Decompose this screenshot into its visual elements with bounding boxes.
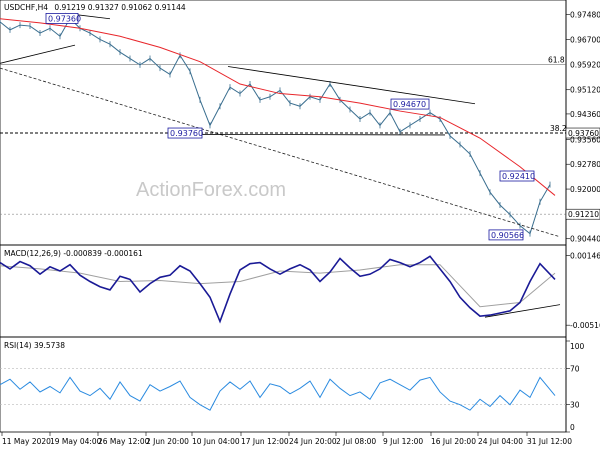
price-tick-label: 0.93560 — [570, 135, 600, 144]
x-tick-label: 26 May 12:00 — [98, 437, 150, 446]
ohlc-values: 0.91219 0.91327 0.91062 0.91144 — [54, 3, 185, 12]
current-price-box — [565, 208, 600, 220]
x-tick-label: 17 Jun 12:00 — [241, 437, 289, 446]
price-tick-label: 0.90440 — [570, 235, 600, 244]
x-tick-label: 2 Jul 08:00 — [336, 437, 376, 446]
macd-divergence-line — [484, 304, 561, 318]
price-label-text: 0.90566 — [491, 231, 524, 240]
x-tick-label: 2 Jun 20:00 — [146, 437, 189, 446]
x-tick-label: 31 Jul 12:00 — [527, 437, 572, 446]
fib-618-label: 61.8 — [548, 55, 565, 64]
current-price-text: 0.91210 — [568, 210, 599, 219]
rsi-tick-label: 30 — [570, 401, 580, 410]
lower-left-trendline — [0, 44, 76, 64]
rsi-line — [0, 376, 556, 411]
price-label-text: 0.93760 — [170, 129, 203, 138]
x-tick-label: 24 Jun 20:00 — [289, 437, 337, 446]
x-tick-label: 24 Jul 04:00 — [478, 437, 523, 446]
x-tick-label: 19 May 04:00 — [50, 437, 102, 446]
price-tick-label: 0.96700 — [570, 35, 600, 44]
x-tick-label: 16 Jul 20:00 — [431, 437, 476, 446]
rsi-tick-label: 70 — [570, 364, 580, 373]
price-line — [0, 17, 551, 235]
price-label-box — [45, 13, 79, 24]
price-label-box — [167, 127, 203, 139]
macd-line — [0, 255, 556, 324]
price-tick-label: 0.97480 — [570, 11, 600, 20]
macd-y-ticks: 0.00146 -0.00516 — [566, 252, 600, 330]
price-panel-frame — [0, 0, 567, 246]
macd-tick-label: 0.00146 — [570, 252, 600, 261]
x-tick-label: 9 Jul 12:00 — [383, 437, 423, 446]
price-tick-label: 0.95120 — [570, 86, 600, 95]
rsi-y-ticks: 100 70 30 0 — [566, 340, 585, 433]
macd-plot — [0, 255, 561, 324]
price-tick-label: 0.95920 — [570, 60, 600, 69]
fib-382-price-box — [565, 127, 600, 139]
trendlines — [0, 12, 561, 238]
falling-dashed-trendline — [0, 67, 561, 238]
x-tick-label: 10 Jun 04:00 — [192, 437, 240, 446]
price-plot — [0, 15, 551, 237]
price-label-text: 0.94670 — [393, 100, 426, 109]
rsi-tick-label: 0 — [570, 423, 575, 432]
price-label-box — [390, 98, 430, 110]
price-tick-label: 0.92000 — [570, 185, 600, 194]
channel-lower-line — [169, 133, 446, 136]
macd-signal-line — [0, 264, 556, 308]
annotation-labels: 0.97360 0.93760 0.94670 0.92410 0.90566 61.8 3… — [45, 13, 600, 241]
price-tick-label: 0.94360 — [570, 110, 600, 119]
price-y-ticks: 0.97480 0.96700 0.95120 0.94360 0.93560 0.927… — [566, 11, 600, 244]
macd-header: MACD(12,26,9) -0.000839 -0.000161 — [4, 249, 143, 258]
price-label-box — [499, 170, 535, 182]
moving-average-plot — [0, 18, 556, 196]
channel-upper-line — [227, 66, 476, 105]
rsi-panel-frame — [0, 336, 567, 433]
x-tick-label: 11 May 2020 — [2, 437, 51, 446]
watermark: ActionForex.com — [136, 179, 286, 201]
rsi-plot — [0, 376, 556, 411]
macd-panel-frame — [0, 244, 567, 338]
fib-382-price: 0.93760 — [568, 129, 599, 138]
fib-382-label: 38.2 — [550, 124, 567, 133]
macd-tick-label: -0.00516 — [570, 321, 600, 330]
price-label-text: 0.92410 — [502, 172, 535, 181]
rsi-header: RSI(14) 39.5738 — [4, 341, 65, 350]
rsi-grid — [0, 367, 566, 406]
rsi-tick-label: 100 — [570, 342, 585, 351]
price-tick-label: 0.92780 — [570, 160, 600, 169]
symbol-label: USDCHF,H4 — [4, 3, 48, 12]
price-header: USDCHF,H4 0.91219 0.91327 0.91062 0.9114… — [4, 3, 186, 12]
price-label-box — [488, 229, 524, 241]
ma-line — [0, 18, 556, 196]
price-label-text: 0.97360 — [48, 14, 81, 23]
price-grid — [0, 63, 566, 215]
